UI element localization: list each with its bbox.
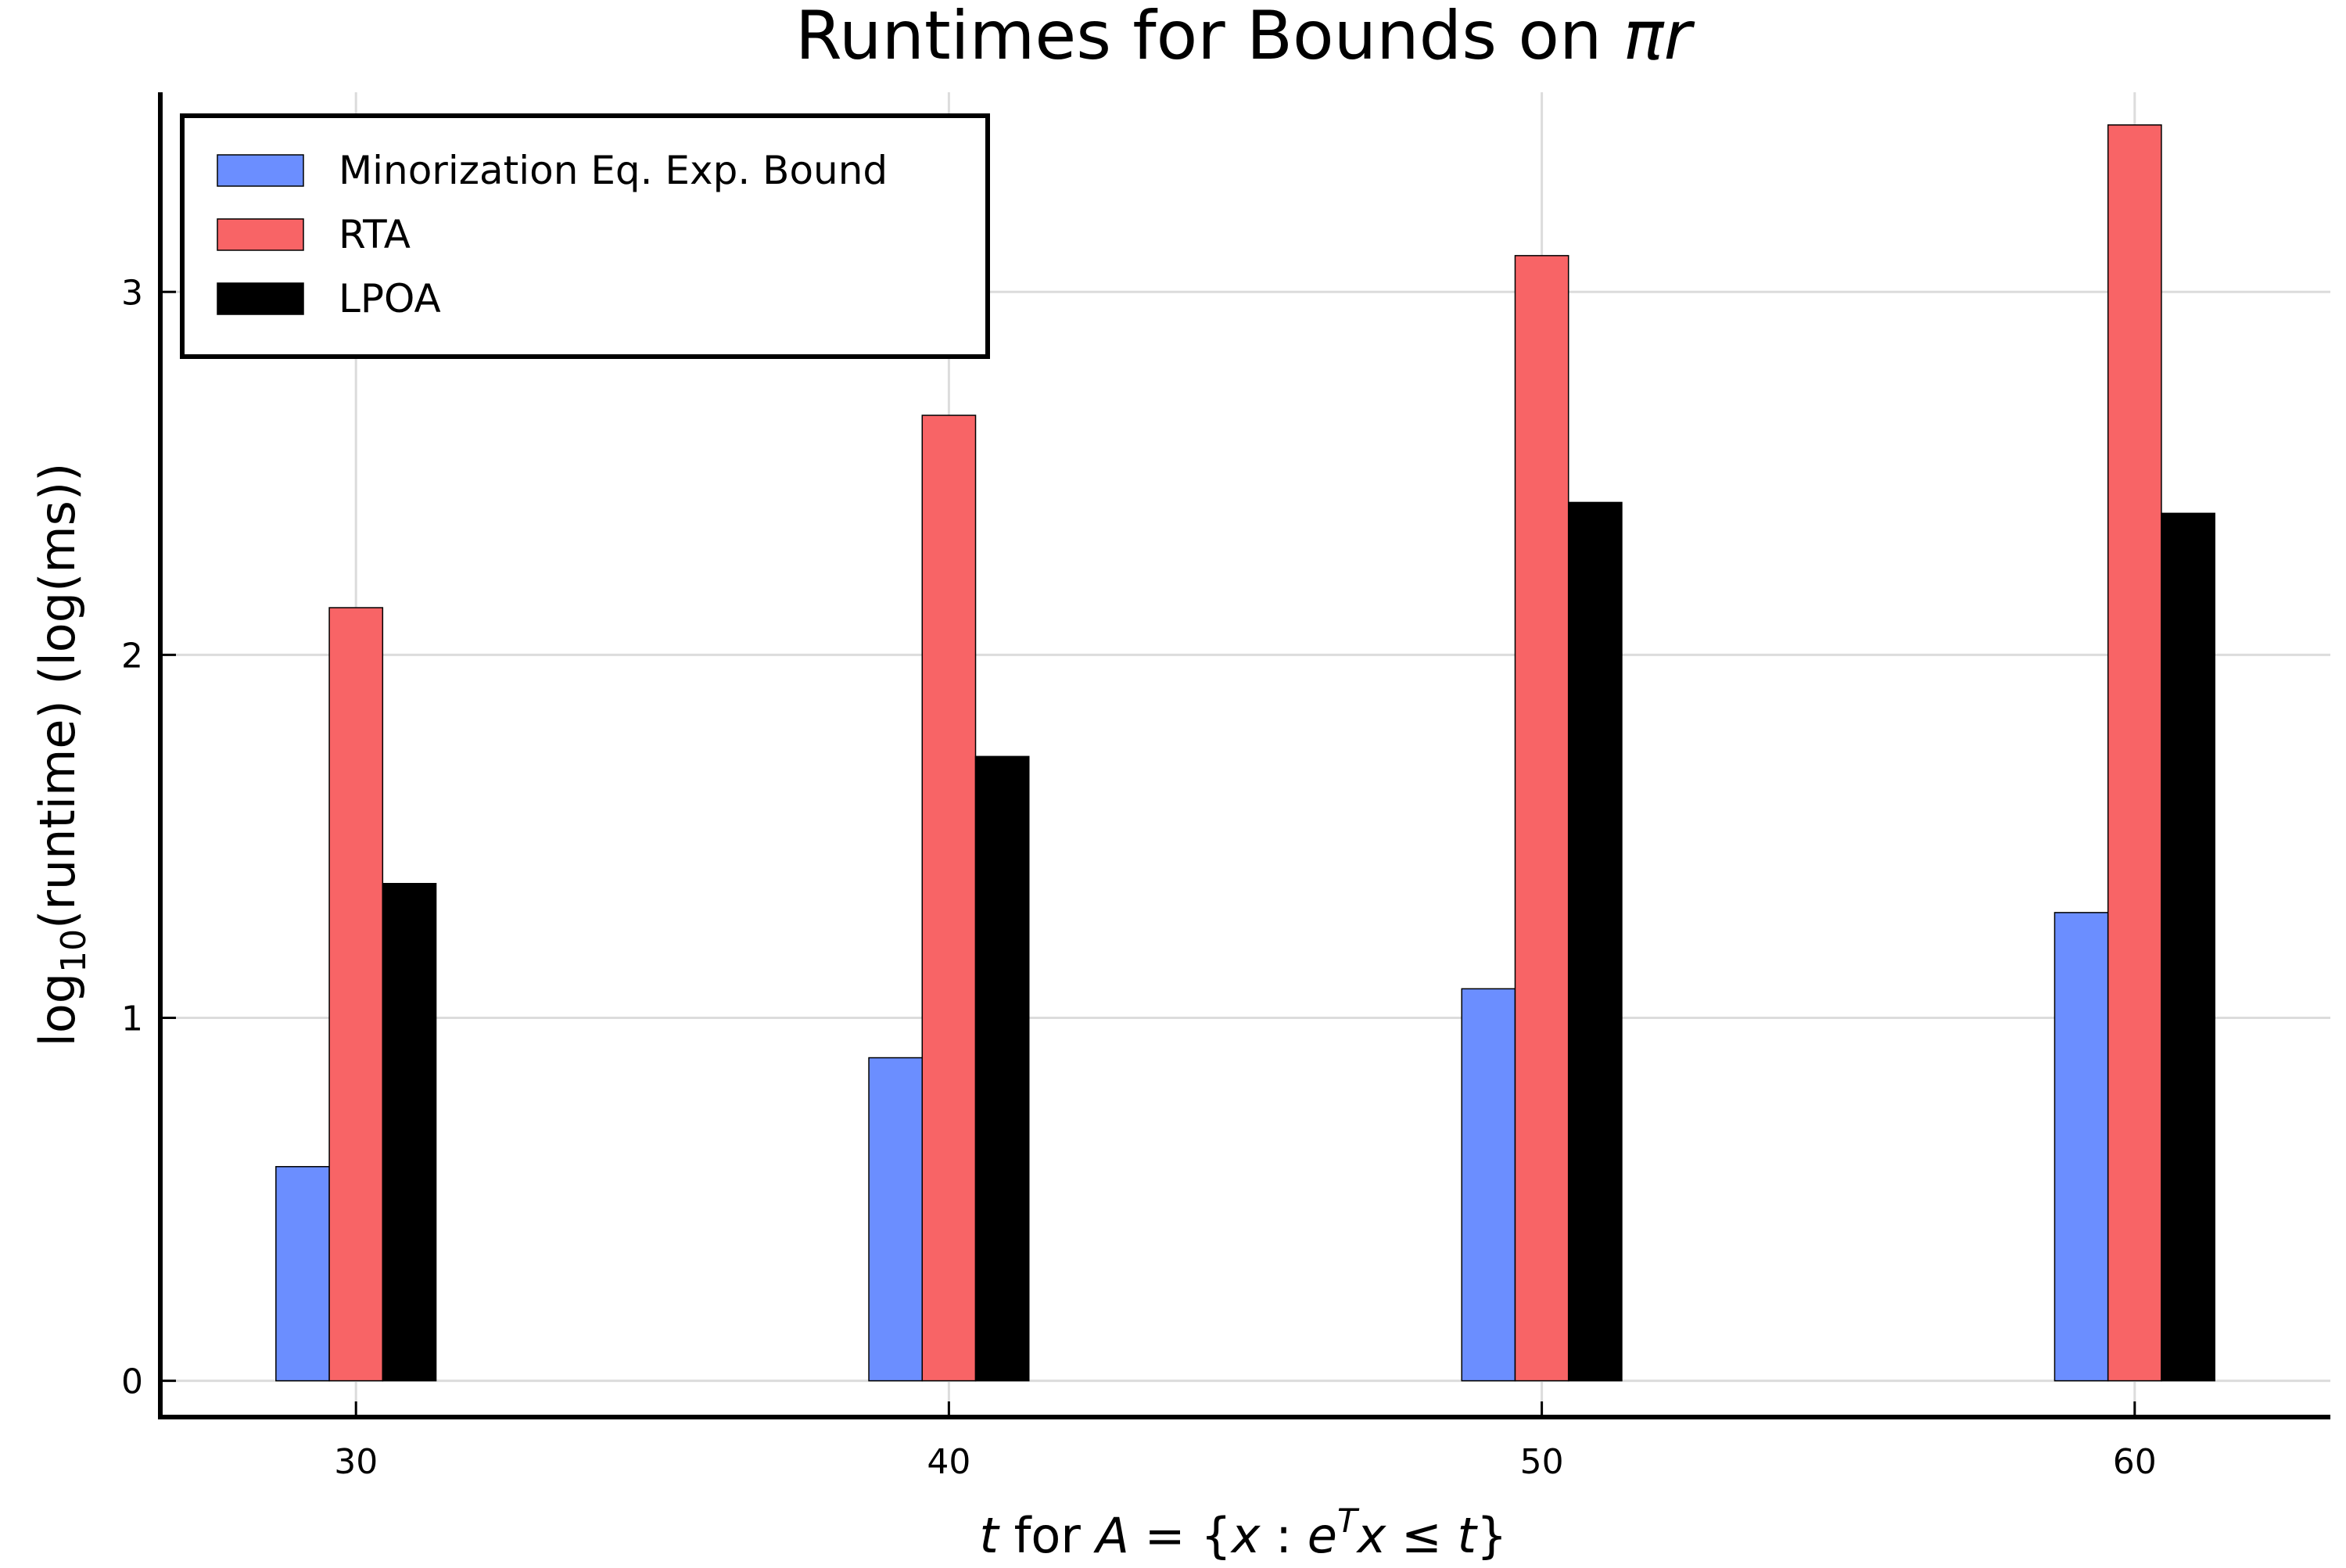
legend-label: RTA xyxy=(339,212,411,257)
x-tick-label: 30 xyxy=(334,1442,378,1482)
bar-lpoa-60 xyxy=(2161,512,2215,1382)
bar-rta-50 xyxy=(1514,255,1569,1382)
y-tick-label: 1 xyxy=(121,999,143,1039)
y-tick-label: 0 xyxy=(121,1362,143,1402)
y-axis-title: log10(runtime) (log(ms)) xyxy=(29,463,94,1047)
bar-rta-60 xyxy=(2107,124,2162,1382)
x-tick-label: 60 xyxy=(2113,1442,2157,1482)
bar-rta-30 xyxy=(328,607,384,1382)
bar-minorization-eq-exp-bound-50 xyxy=(1461,988,1516,1382)
legend: Minorization Eq. Exp. Bound RTA LPOA xyxy=(180,113,990,359)
x-tick-label: 40 xyxy=(927,1442,970,1482)
chart-title-text: Runtimes for Bounds on xyxy=(795,0,1623,75)
x-tick-label: 50 xyxy=(1520,1442,1564,1482)
bar-lpoa-40 xyxy=(974,755,1030,1382)
bar-minorization-eq-exp-bound-60 xyxy=(2054,912,2109,1382)
chart-title-math: πr xyxy=(1623,0,1695,75)
bar-minorization-eq-exp-bound-30 xyxy=(275,1166,330,1382)
bar-lpoa-50 xyxy=(1567,501,1623,1382)
legend-swatch xyxy=(217,154,304,187)
legend-label: LPOA xyxy=(339,276,441,321)
y-tick-label: 2 xyxy=(121,636,143,676)
bar-minorization-eq-exp-bound-40 xyxy=(868,1057,924,1382)
tick-labels: 0 1 2 3 30 40 50 60 xyxy=(121,273,2157,1482)
bar-lpoa-30 xyxy=(382,883,437,1382)
legend-box xyxy=(180,113,990,359)
bar-rta-40 xyxy=(921,414,977,1382)
legend-swatch xyxy=(217,282,304,315)
axes xyxy=(158,92,2330,1419)
legend-label: Minorization Eq. Exp. Bound xyxy=(339,148,888,193)
y-tick-label: 3 xyxy=(121,273,143,313)
bar-marks xyxy=(275,124,2215,1382)
legend-swatch xyxy=(217,218,304,251)
chart-title: Runtimes for Bounds on πr xyxy=(795,0,1695,75)
x-axis-title: t for A = {x : eTx ≤ t} xyxy=(980,1502,1508,1564)
